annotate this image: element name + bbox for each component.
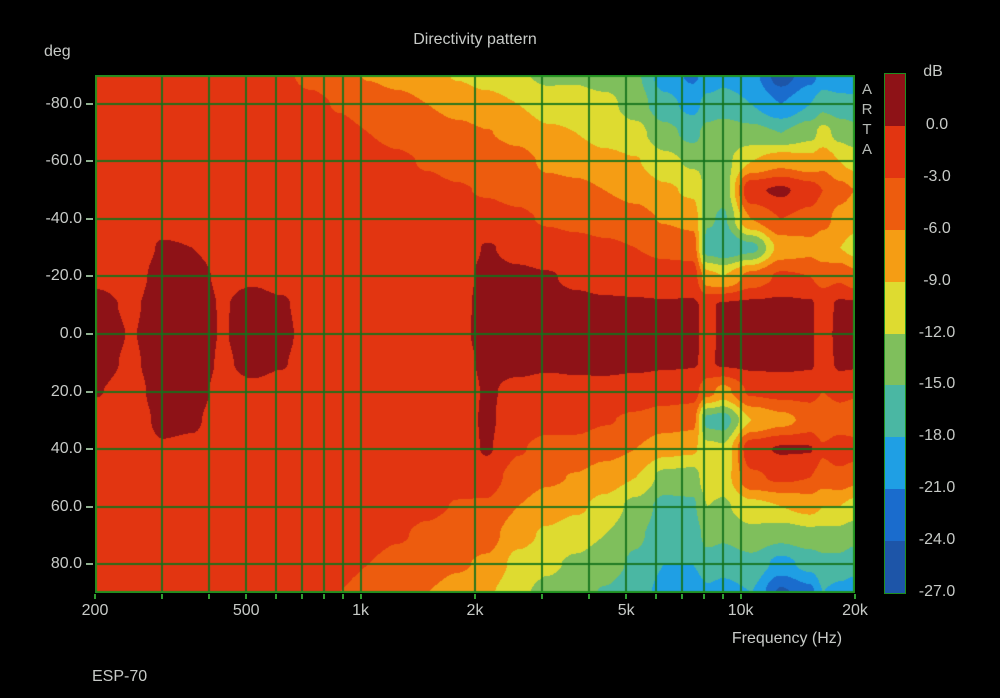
y-tick-label: -60.0	[45, 152, 82, 170]
x-tick-mark	[342, 594, 345, 599]
x-tick-mark	[739, 594, 742, 599]
x-tick-label: 2k	[466, 602, 484, 619]
colorbar-tick-label: -15.0	[918, 375, 956, 393]
chart-title: Directivity pattern	[413, 31, 537, 48]
x-tick-label: 200	[81, 602, 109, 619]
colorbar-tick-label: 0.0	[925, 115, 949, 133]
x-tick-mark	[94, 594, 96, 599]
x-tick-mark	[722, 594, 725, 599]
y-tick-mark	[86, 217, 93, 220]
x-tick-mark	[540, 594, 543, 599]
footer-label: ESP-70	[92, 668, 148, 685]
colorbar-tick-label: -6.0	[923, 219, 951, 237]
y-tick-label: 20.0	[50, 382, 82, 400]
x-tick-mark	[588, 594, 591, 599]
x-tick-mark	[474, 594, 476, 599]
x-tick-label: 500	[232, 602, 260, 619]
colorbar-tick-label: -12.0	[918, 323, 956, 341]
colorbar-tick-label: -27.0	[918, 583, 956, 600]
watermark-letter: A	[861, 81, 872, 98]
y-tick-mark	[86, 505, 93, 508]
colorbar	[884, 73, 906, 594]
y-tick-mark	[86, 275, 93, 278]
x-tick-mark	[322, 594, 325, 599]
y-tick-label: -20.0	[45, 267, 82, 285]
colorbar-tick-label: -9.0	[923, 271, 951, 289]
y-tick-label: 80.0	[50, 555, 82, 573]
colorbar-unit-label: dB	[923, 63, 943, 80]
x-tick-label: 5k	[617, 602, 635, 619]
x-tick-mark	[625, 594, 628, 599]
y-tick-mark	[86, 160, 93, 163]
x-tick-mark	[208, 594, 211, 599]
x-tick-mark	[275, 594, 278, 599]
y-axis-unit-label: deg	[44, 43, 71, 60]
x-tick-mark	[160, 594, 163, 599]
y-tick-mark	[86, 448, 93, 451]
colorbar-segment	[885, 177, 905, 230]
colorbar-segment	[885, 385, 905, 438]
x-axis-label: Frequency (Hz)	[731, 630, 843, 647]
x-tick-mark	[245, 594, 248, 599]
y-tick-label: -40.0	[45, 209, 82, 227]
colorbar-segment	[885, 281, 905, 334]
x-tick-mark	[854, 594, 856, 599]
y-tick-label: -80.0	[45, 94, 82, 112]
colorbar-segment	[885, 333, 905, 386]
colorbar-tick-label: -3.0	[923, 167, 951, 185]
x-tick-label: 20k	[842, 602, 868, 619]
colorbar-segment	[885, 541, 905, 594]
colorbar-tick-label: -24.0	[918, 531, 956, 549]
watermark-letter: R	[861, 101, 873, 118]
y-tick-mark	[86, 102, 93, 105]
x-tick-mark	[702, 594, 705, 599]
colorbar-segment	[885, 74, 905, 126]
colorbar-segment	[885, 489, 905, 542]
watermark-letter: A	[861, 141, 872, 158]
y-tick-mark	[86, 333, 93, 335]
y-tick-mark	[86, 390, 93, 393]
x-tick-mark	[359, 594, 362, 599]
x-tick-mark	[300, 594, 303, 599]
x-tick-mark	[655, 594, 658, 599]
y-tick-label: 0.0	[59, 325, 82, 342]
watermark-letter: T	[862, 121, 872, 138]
y-tick-mark	[86, 563, 93, 566]
colorbar-segment	[885, 125, 905, 178]
x-tick-mark	[680, 594, 683, 599]
colorbar-segment	[885, 437, 905, 490]
colorbar-tick-label: -18.0	[918, 427, 956, 445]
colorbar-segment	[885, 229, 905, 282]
y-tick-label: 60.0	[50, 497, 82, 515]
colorbar-tick-label: -21.0	[918, 479, 956, 497]
heatmap-canvas	[95, 75, 855, 593]
x-tick-label: 1k	[352, 602, 370, 619]
y-tick-label: 40.0	[50, 440, 82, 458]
x-tick-label: 10k	[727, 602, 754, 619]
